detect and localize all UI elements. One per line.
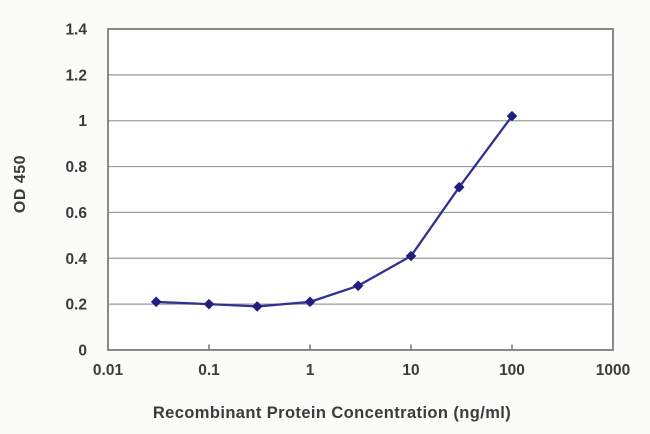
x-tick-label: 1000 [596,362,630,379]
y-tick-label: 0.6 [65,205,87,222]
y-tick-label: 0.8 [65,159,87,176]
x-axis-title: Recombinant Protein Concentration (ng/ml… [152,404,512,422]
data-point-marker [453,181,465,193]
data-point-marker [405,250,417,262]
y-tick-label: 0.2 [65,297,87,314]
y-tick-label: 0.4 [65,251,87,268]
data-point-marker [150,296,162,308]
data-point-marker [203,298,215,310]
data-point-marker [506,110,518,122]
y-tick-label: 0 [78,343,87,360]
data-point-marker [304,296,316,308]
y-tick-label: 1.2 [65,67,87,84]
x-tick-label: 0.01 [93,362,124,379]
data-point-marker [251,301,263,312]
y-tick-label: 1.4 [65,22,87,39]
y-axis-title: OD 450 [12,154,29,214]
plot-background [108,29,613,350]
plot-frame [107,28,614,351]
x-tick-label: 100 [499,362,525,379]
x-tick-label: 0.1 [198,362,220,379]
x-tick-label: 1 [306,362,315,379]
data-point-marker [352,280,364,292]
x-tick-label: 10 [402,362,419,379]
series-line [155,114,514,308]
y-tick-label: 1 [78,113,87,130]
